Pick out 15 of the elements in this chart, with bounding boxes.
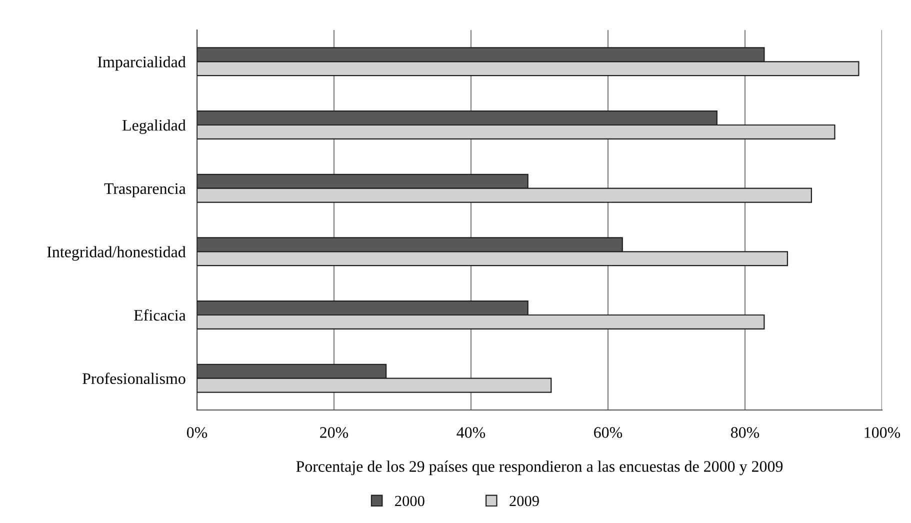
y-tick-label: Eficacia xyxy=(134,309,186,321)
x-tick-label: 60% xyxy=(594,427,622,438)
y-tick-label: Integridad/honestidad xyxy=(47,246,186,261)
y-tick-label: Trasparencia xyxy=(104,183,186,198)
legend-label: 2009 xyxy=(510,496,539,506)
y-tick-label: Imparcialidad xyxy=(98,56,186,71)
y-tick-label: Legalidad xyxy=(122,119,186,134)
x-tick-label: 100% xyxy=(864,427,900,438)
x-tick-label: 20% xyxy=(320,427,348,438)
x-tick-label: 40% xyxy=(456,427,486,438)
legend-label: 2000 xyxy=(395,496,424,506)
x-tick-label: 0% xyxy=(186,427,208,438)
y-tick-label: Profesionalismo xyxy=(82,372,186,384)
x-axis-title: Porcentaje de los 29 países que respondieron a las encuestas de 2000 y 2009 xyxy=(296,460,783,476)
x-tick-label: 80% xyxy=(730,427,760,438)
